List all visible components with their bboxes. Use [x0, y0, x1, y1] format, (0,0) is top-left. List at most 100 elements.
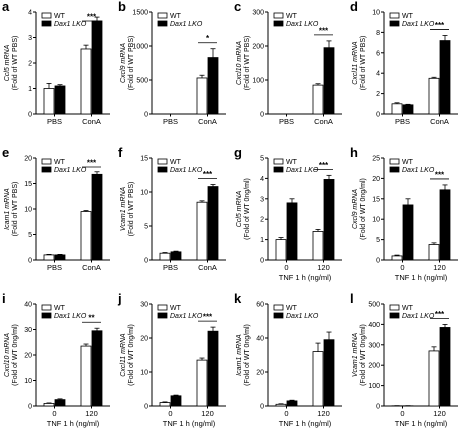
- y-axis-label: Cxcl11 mRNA: [120, 333, 127, 377]
- y-axis-label: Ccl5 mRNA: [4, 44, 11, 81]
- y-tick-label: 20: [24, 353, 32, 360]
- bar-wt-PBS: [391, 103, 403, 115]
- y-axis-label-sub: (Fold of WT 0ng/ml): [128, 324, 135, 386]
- x-tick-label: ConA: [198, 117, 217, 126]
- legend-swatch-wt: [157, 12, 168, 19]
- legend-label-wt: WT: [402, 13, 414, 20]
- y-tick-label: 25: [372, 156, 380, 163]
- legend-swatch-ko: [389, 312, 400, 319]
- bar-wt-ConA: [312, 84, 324, 115]
- y-tick-label: 500: [136, 78, 148, 85]
- x-tick-label: ConA: [82, 263, 101, 272]
- y-tick-label: 10: [140, 370, 148, 377]
- significance-label: ***: [435, 21, 445, 30]
- panel-label: b: [118, 0, 126, 14]
- x-tick-label: 120: [433, 409, 446, 418]
- legend-swatch-ko: [157, 20, 168, 27]
- panel-label: h: [350, 145, 358, 160]
- y-tick-label: 1500: [132, 10, 148, 17]
- bar-ko-PBS: [170, 251, 182, 261]
- legend-swatch-wt: [273, 12, 284, 19]
- legend-label-ko: Dax1 LKO: [402, 313, 435, 320]
- panel-e: e Icam1 mRNA (Fold of WT PBS) 0 5 10 15 20 PBS Co…: [2, 145, 110, 272]
- y-tick-label: 2: [28, 61, 32, 68]
- y-axis-label-sub: (Fold of WT 0ng/ml): [244, 178, 251, 240]
- panel-a: a Ccl5 mRNA (Fold of WT PBS) 0 1 2 3 4 PBS ConA **…: [2, 0, 110, 126]
- y-tick-label: 0: [144, 112, 148, 119]
- y-tick-label: 30: [24, 327, 32, 334]
- y-tick-label: 40: [24, 302, 32, 309]
- y-tick-label: 400: [368, 322, 380, 329]
- y-axis-label: Icam1 mRNA: [4, 188, 11, 230]
- y-axis-label-sub: (Fold of WT PBS): [244, 36, 251, 91]
- y-tick-label: 20: [140, 336, 148, 343]
- x-tick-label: 0: [52, 409, 56, 418]
- y-tick-label: 40: [256, 336, 264, 343]
- y-axis-label: Vcam1 mRNA: [352, 332, 359, 377]
- panel-g: g Ccl5 mRNA (Fold of WT 0ng/ml) 0 1 2 3 4 5 0 120 *…: [234, 145, 342, 282]
- significance-label: ***: [435, 170, 445, 179]
- x-tick-label: PBS: [279, 117, 294, 126]
- bar-ko-120: [323, 179, 335, 261]
- y-axis-label-sub: (Fold of WT 0ng/ml): [244, 324, 251, 386]
- y-axis-label: Cxcl10 mRNA: [4, 333, 11, 377]
- y-tick-label: 0: [376, 112, 380, 119]
- bar-wt-ConA: [80, 211, 92, 261]
- bar-ko-ConA: [91, 173, 103, 261]
- y-tick-label: 4: [28, 10, 32, 17]
- bar-ko-0: [286, 400, 298, 407]
- bar-wt-0: [275, 403, 287, 407]
- y-tick-label: 300: [252, 10, 264, 17]
- legend-label-ko: Dax1 LKO: [286, 313, 319, 320]
- x-tick-label: PBS: [163, 263, 178, 272]
- panel-l: l Vcam1 mRNA (Fold of WT 0ng/ml) 0 100 200 300…: [350, 291, 458, 428]
- panel-label: f: [118, 145, 123, 160]
- x-tick-label: ConA: [314, 117, 333, 126]
- panel-j: j Cxcl11 mRNA (Fold of WT 0ng/ml) 0 10 20 30 0 1…: [117, 291, 226, 428]
- panel-label: e: [2, 145, 9, 160]
- bar-wt-120: [312, 351, 324, 407]
- x-tick-label: 0: [284, 409, 288, 418]
- legend-swatch-wt: [389, 158, 400, 165]
- y-tick-label: 200: [368, 363, 380, 370]
- y-tick-label: 0: [28, 258, 32, 265]
- bar-ko-PBS: [402, 104, 414, 115]
- bar-ko-ConA: [207, 57, 219, 115]
- legend-swatch-ko: [389, 20, 400, 27]
- legend-swatch-ko: [273, 166, 284, 173]
- bar-ko-0: [54, 399, 66, 407]
- bar-wt-0: [391, 255, 403, 261]
- x-axis-label: TNF 1 h (ng/ml): [395, 419, 448, 428]
- bar-ko-0: [170, 395, 182, 407]
- bar-wt-ConA: [196, 77, 208, 115]
- y-tick-label: 200: [252, 44, 264, 51]
- y-tick-label: 0: [144, 258, 148, 265]
- legend-label-ko: Dax1 LKO: [402, 167, 435, 174]
- legend-swatch-wt: [157, 158, 168, 165]
- panel-label: d: [350, 0, 358, 14]
- y-tick-label: 20: [256, 370, 264, 377]
- y-axis-label: Cxcl9 mRNA: [352, 189, 359, 229]
- legend-label-ko: Dax1 LKO: [54, 167, 87, 174]
- y-axis-label-sub: (Fold of WT 0ng/ml): [12, 324, 19, 386]
- legend-swatch-ko: [157, 166, 168, 173]
- bar-ko-120: [439, 327, 451, 407]
- y-axis-label: Icam1 mRNA: [236, 334, 243, 376]
- x-tick-label: 120: [317, 409, 330, 418]
- bar-ko-120: [439, 189, 451, 261]
- legend-swatch-ko: [273, 312, 284, 319]
- bar-wt-0: [43, 403, 55, 407]
- y-axis-label-sub: (Fold of WT 0ng/ml): [360, 178, 367, 240]
- y-tick-label: 2: [260, 217, 264, 224]
- y-tick-label: 0: [260, 258, 264, 265]
- legend-swatch-wt: [41, 304, 52, 311]
- y-tick-label: 100: [252, 78, 264, 85]
- y-tick-label: 100: [368, 383, 380, 390]
- y-tick-label: 4: [376, 71, 380, 78]
- y-tick-label: 0: [28, 404, 32, 411]
- x-axis-label: TNF 1 h (ng/ml): [279, 273, 332, 282]
- bar-ko-ConA: [91, 20, 103, 115]
- bar-wt-ConA: [428, 77, 440, 115]
- bar-ko-PBS: [54, 254, 66, 261]
- legend-label-wt: WT: [170, 305, 182, 312]
